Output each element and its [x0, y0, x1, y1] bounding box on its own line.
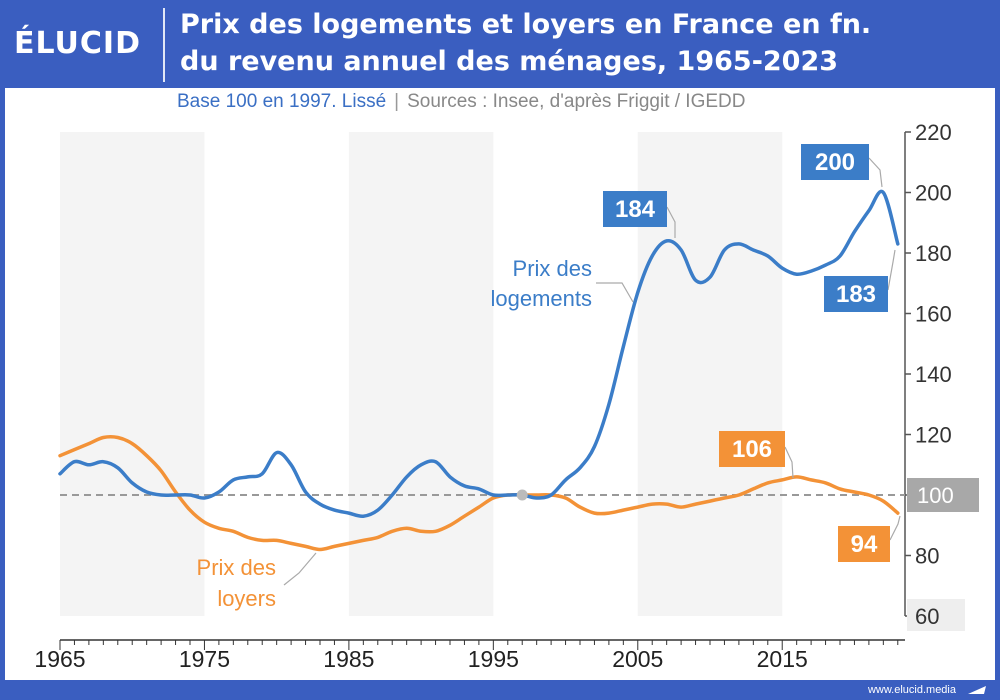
series-label-housing-line-2: logements — [490, 286, 592, 311]
x-tick-label: 1975 — [179, 646, 230, 672]
footer-url[interactable]: www.elucid.media — [867, 684, 956, 696]
reference-label: 100 — [917, 483, 954, 508]
annotation-label: 183 — [836, 281, 876, 308]
series-line-housing-prices — [58, 189, 900, 519]
y-tick-label: 140 — [915, 362, 952, 387]
subtitle-sources: Sources : Insee, d'après Friggit / IGEDD — [407, 91, 746, 112]
annotation-leader — [889, 515, 901, 541]
x-tick-label: 2015 — [757, 646, 808, 672]
x-tick-label: 2005 — [612, 646, 663, 672]
y-tick-60-box — [907, 599, 965, 631]
housing-label-leader — [596, 282, 634, 303]
annotation-box — [838, 526, 890, 562]
line-chart: 80 120 140 160 180 200 220 60 1965 1975 1985 1995 20… — [34, 120, 979, 672]
x-tick-label: 1965 — [34, 646, 85, 672]
annotation-leader — [666, 206, 676, 238]
annotation-leader — [868, 157, 883, 188]
series-line-rent-prices — [58, 435, 900, 552]
subtitle-separator: | — [394, 91, 400, 112]
annotation-label: 94 — [851, 531, 878, 558]
series-label-rents-line-1: Prix des — [197, 555, 276, 580]
y-tick-label: 60 — [915, 604, 939, 629]
series-label-housing-line-1: Prix des — [513, 256, 592, 281]
y-tick-label: 120 — [915, 423, 952, 448]
chart-title-line-2: du revenu annuel des ménages, 1965-2023 — [180, 46, 839, 77]
header: ÉLUCID Prix des logements et loyers en F… — [0, 0, 1000, 88]
decade-band — [348, 132, 494, 616]
chart-title: Prix des logements et loyers en France e… — [180, 6, 980, 80]
annotation-box — [824, 276, 888, 312]
rents-label-leader — [283, 552, 317, 586]
base-year-point — [516, 489, 528, 501]
annotation-box — [603, 191, 667, 227]
y-tick-label: 80 — [915, 544, 939, 569]
y-tick-label: 160 — [915, 302, 952, 327]
annotation-leader — [887, 249, 896, 291]
series-label-rents-line-2: loyers — [217, 586, 276, 611]
annotation-label: 200 — [815, 149, 855, 176]
footer: www.elucid.media — [0, 680, 1000, 700]
x-tick-label: 1985 — [323, 646, 374, 672]
decade-band — [60, 132, 205, 616]
annotation-leader — [784, 446, 794, 479]
logo-divider — [163, 8, 165, 82]
y-tick-label: 200 — [915, 181, 952, 206]
brand-mark-icon — [968, 686, 986, 694]
annotation-label: 106 — [732, 436, 772, 463]
y-tick-label: 180 — [915, 241, 952, 266]
chart-title-line-1: Prix des logements et loyers en France e… — [180, 9, 872, 40]
x-tick-label: 1995 — [468, 646, 519, 672]
annotation-box — [719, 431, 785, 467]
y-tick-label: 220 — [915, 120, 952, 145]
subtitle-base: Base 100 en 1997. Lissé — [177, 91, 387, 112]
brand-logo[interactable]: ÉLUCID — [14, 26, 141, 61]
chart-subtitle: Base 100 en 1997. Lissé | Sources : Insee,… — [177, 90, 745, 114]
reference-label-box — [907, 478, 979, 512]
annotation-box — [801, 144, 869, 180]
annotation-label: 184 — [615, 196, 656, 223]
